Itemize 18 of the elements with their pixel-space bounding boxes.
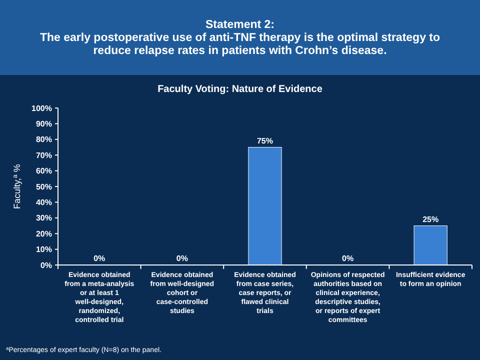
y-tick-label: 100%	[32, 104, 52, 113]
data-label: 75%	[256, 136, 274, 146]
y-tick-label: 20%	[36, 229, 52, 238]
chart-title: Statement 2: The early postoperative use of anti-TNF therapy is the optimal strategy to reduce relapse rates in patients with Crohn’s disease.	[40, 19, 440, 57]
y-tick-label: 60%	[36, 166, 52, 176]
y-tick-label: 70%	[36, 150, 52, 160]
data-label: 0%	[176, 254, 188, 263]
y-tick-label: 0%	[40, 260, 52, 270]
data-label: 0%	[94, 254, 106, 263]
y-tick-label: 10%	[36, 245, 52, 254]
y-tick-label: 50%	[36, 182, 52, 192]
chart-subtitle: Faculty Voting: Nature of Evidence	[158, 84, 323, 95]
y-tick-label: 30%	[36, 214, 52, 223]
y-tick-label: 80%	[36, 135, 52, 144]
y-tick-label: 90%	[36, 120, 52, 128]
y-tick-label: 40%	[36, 198, 52, 207]
data-label: 25%	[422, 214, 439, 224]
data-label: 0%	[342, 254, 354, 263]
